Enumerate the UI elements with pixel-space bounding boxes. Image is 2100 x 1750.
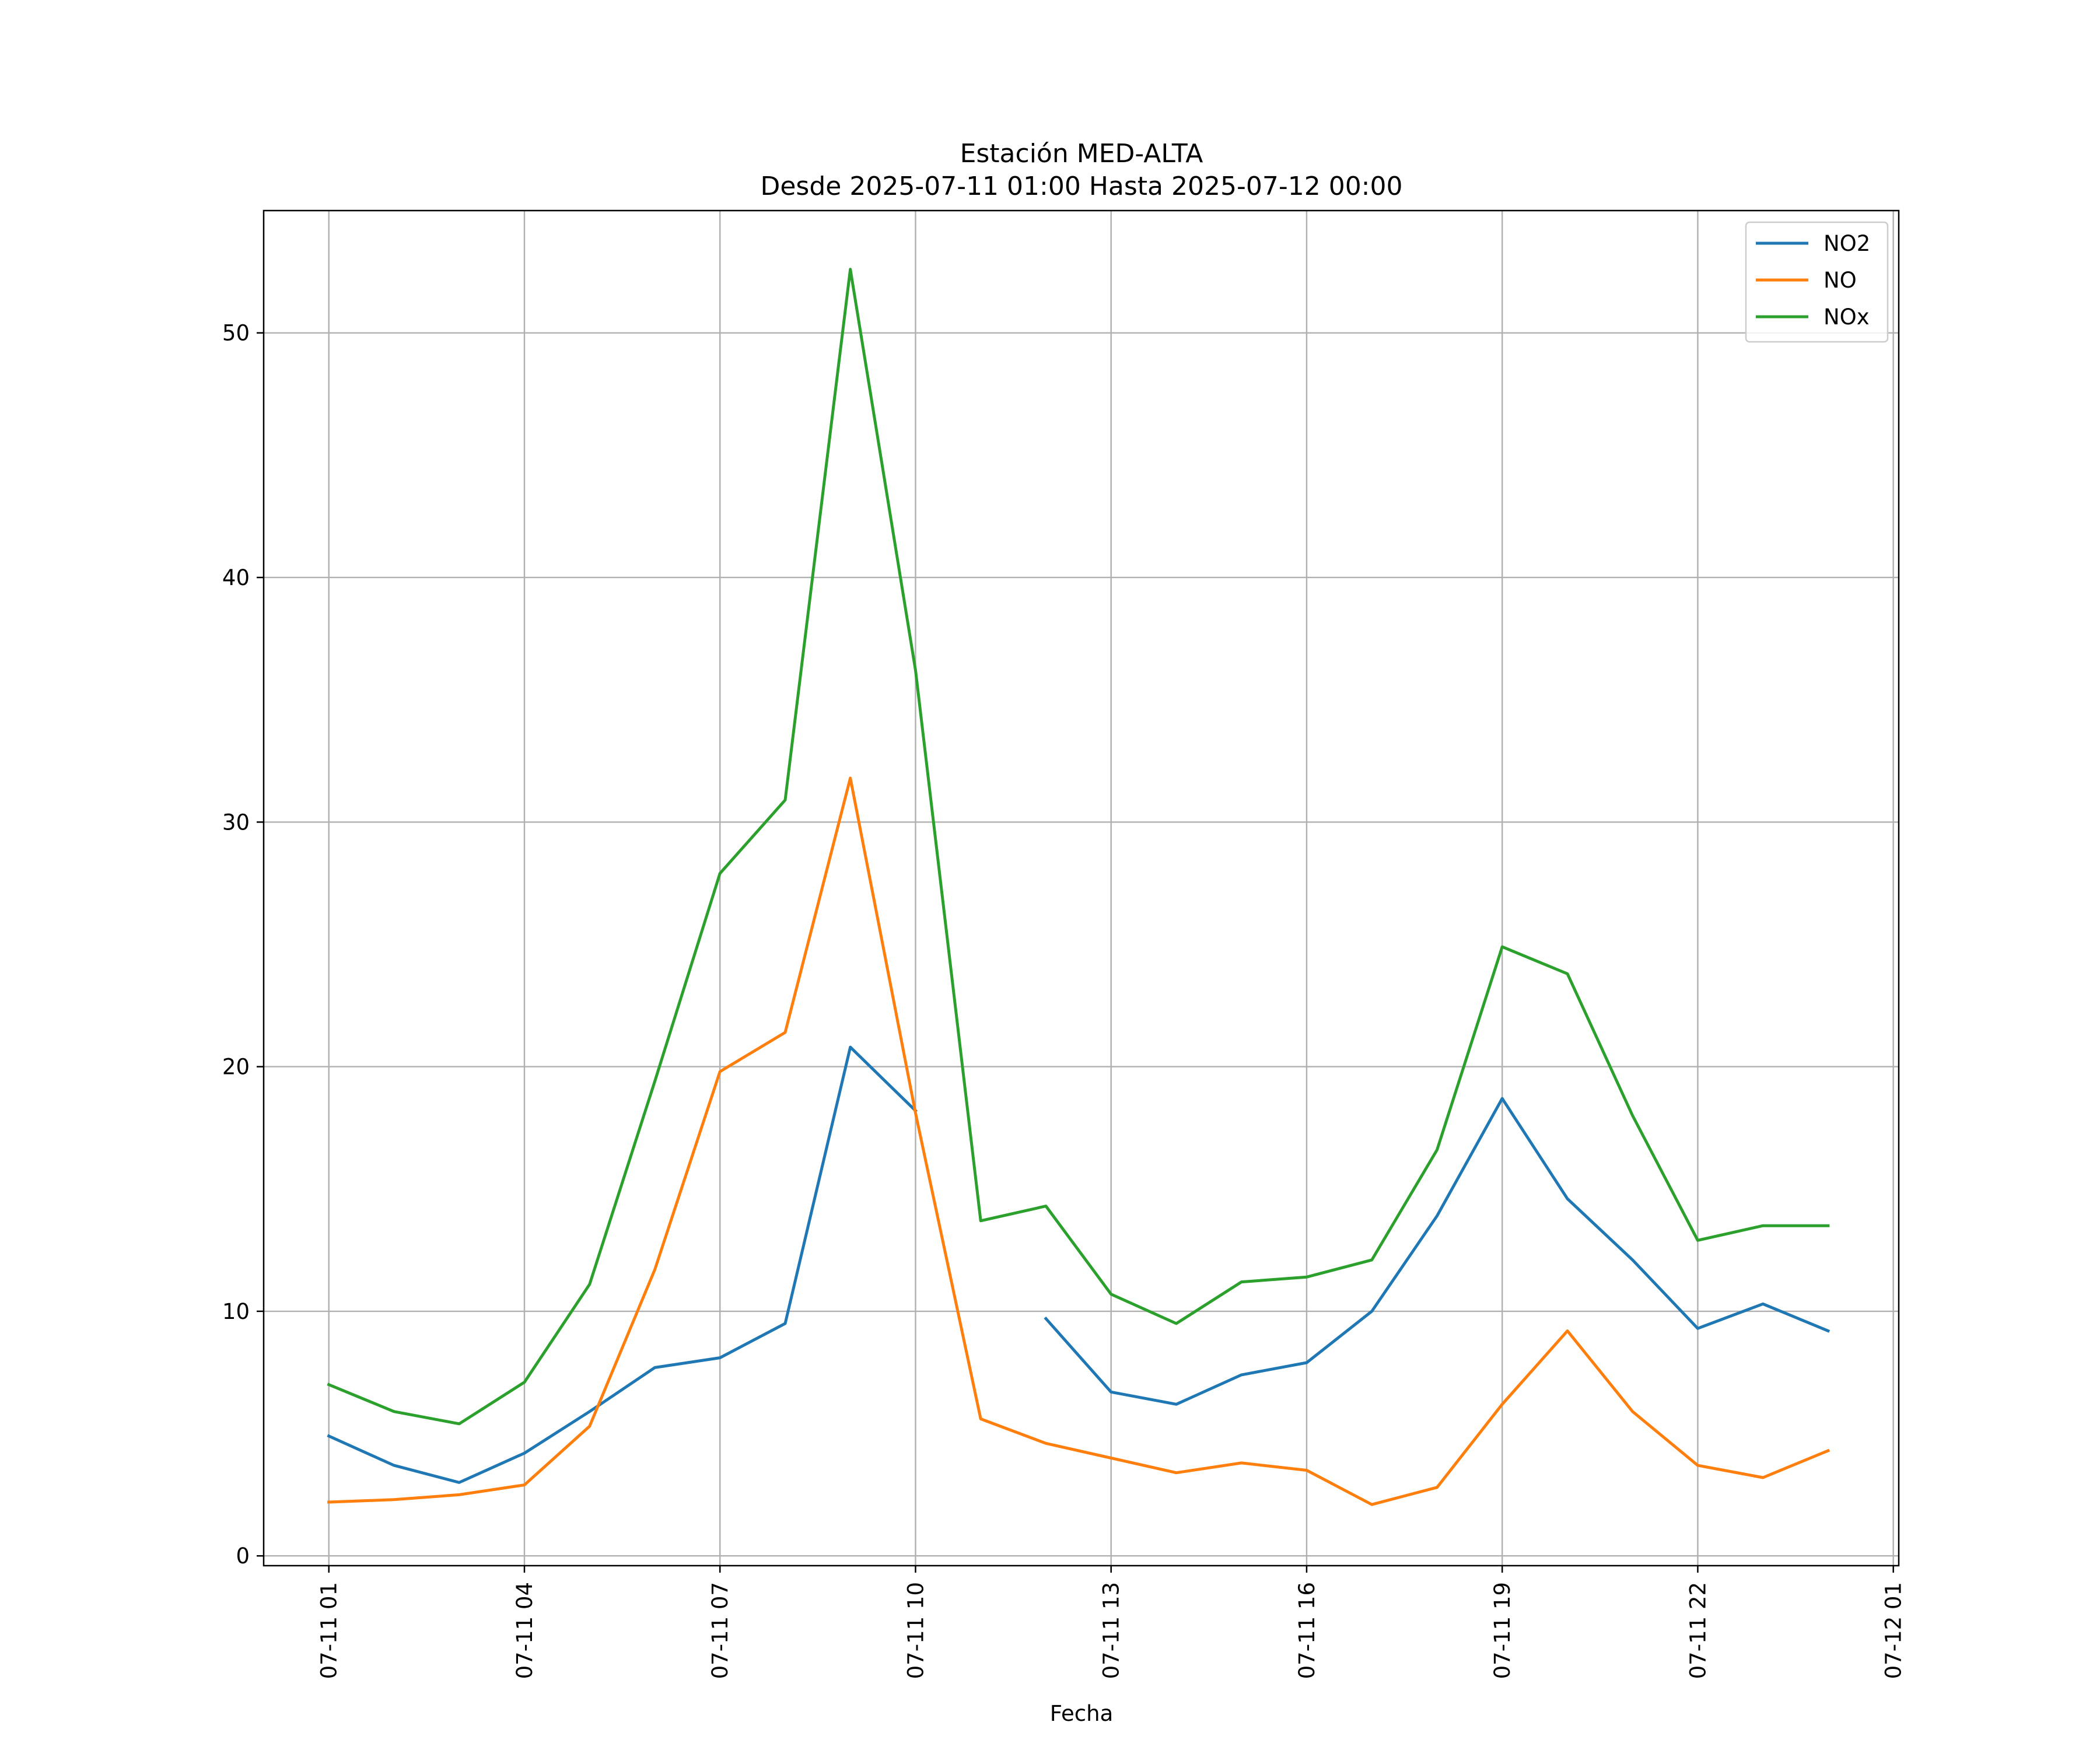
series-line-no: [327, 776, 1831, 1506]
y-tick-label: 50: [222, 321, 250, 346]
x-tick-label: 07-12 01: [1881, 1582, 1906, 1679]
x-tick-label: 07-11 07: [708, 1582, 733, 1679]
x-tick-label: 07-11 10: [903, 1582, 928, 1679]
y-tick-label: 40: [222, 565, 250, 590]
y-axis: 0 10 20 30 40 50: [222, 321, 264, 1569]
legend-frame: [1745, 221, 1889, 343]
x-tick-label: 07-11 13: [1099, 1582, 1124, 1679]
x-tick-label: 07-11 16: [1294, 1582, 1320, 1679]
y-tick-label: 30: [222, 810, 250, 835]
legend-label-no2: NO2: [1824, 231, 1870, 256]
x-tick-label: 07-11 01: [317, 1582, 342, 1679]
y-tick-label: 0: [236, 1544, 250, 1569]
plot-frame: [262, 209, 1900, 1567]
legend-label-no: NO: [1824, 268, 1857, 293]
series-line-nox: [327, 268, 1830, 1426]
series-line-no2: [327, 1045, 1831, 1484]
x-tick-label: 07-11 04: [512, 1582, 537, 1679]
x-axis: 07-11 01 07-11 04 07-11 07 07-11 10 07-11 13…: [317, 1566, 1906, 1679]
grid: [264, 211, 1899, 1566]
chart-title: Estación MED-ALTA: [960, 139, 1203, 169]
y-tick-label: 10: [222, 1299, 250, 1324]
legend-label-nox: NOx: [1824, 304, 1870, 330]
y-tick-label: 20: [222, 1055, 250, 1080]
chart-subtitle: Desde 2025-07-11 01:00 Hasta 2025-07-12 …: [760, 172, 1402, 201]
x-tick-label: 07-11 22: [1685, 1582, 1710, 1679]
x-axis-label: Fecha: [1050, 1701, 1114, 1726]
legend: NO2 NO NOx: [1745, 221, 1889, 343]
x-tick-label: 07-11 19: [1490, 1582, 1515, 1679]
series-lines: [327, 268, 1831, 1506]
